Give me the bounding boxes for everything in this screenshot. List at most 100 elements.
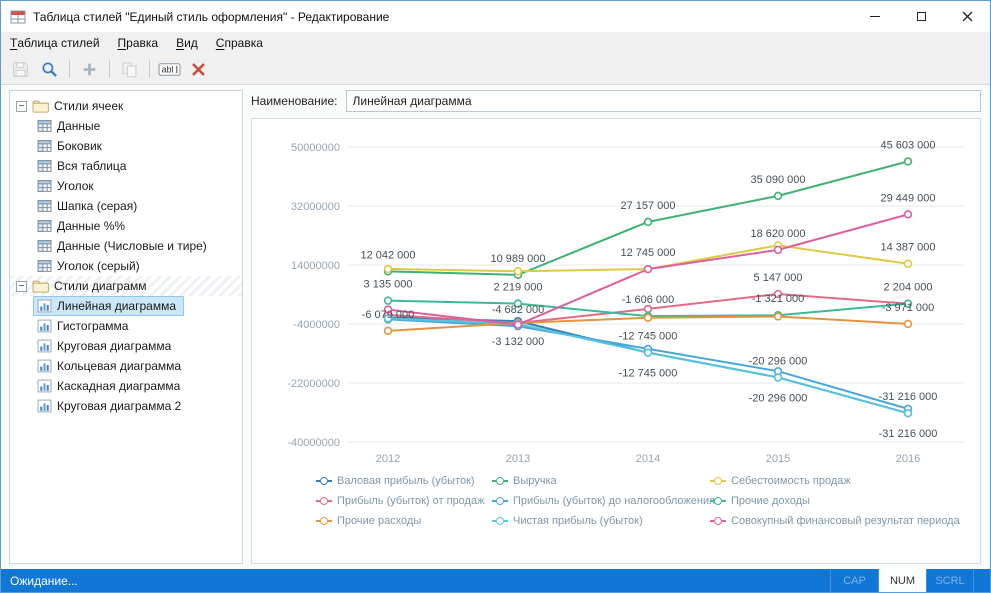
tree-item[interactable]: Линейная диаграмма (10, 296, 242, 316)
tree-item-label: Шапка (серая) (57, 199, 138, 213)
svg-text:-20 296 000: -20 296 000 (749, 355, 808, 367)
tree-item[interactable]: Кольцевая диаграмма (10, 356, 242, 376)
rename-button[interactable]: abl (156, 57, 183, 81)
chart-style-icon (37, 399, 52, 413)
svg-text:27 157 000: 27 157 000 (620, 200, 675, 212)
svg-text:2 219 000: 2 219 000 (494, 282, 543, 294)
tree-group-1[interactable]: − Стили диаграмм (10, 276, 242, 296)
series-marker-icon (316, 517, 332, 525)
tree-item[interactable]: Круговая диаграмма (10, 336, 242, 356)
tree-item[interactable]: Данные (10, 116, 242, 136)
tree-item-label: Гистограмма (57, 319, 129, 333)
tree-item[interactable]: Боковик (10, 136, 242, 156)
minimize-button[interactable] (852, 1, 898, 32)
tree-item-label: Данные %% (57, 219, 126, 233)
save-icon (12, 61, 29, 78)
svg-text:-1 606 000: -1 606 000 (622, 294, 675, 306)
series-marker-icon (710, 477, 726, 485)
close-icon (962, 11, 972, 22)
svg-text:12 745 000: 12 745 000 (620, 247, 675, 259)
folder-icon (32, 99, 49, 114)
tree-item-label: Вся таблица (57, 159, 127, 173)
svg-text:50000000: 50000000 (291, 142, 340, 154)
tree-item[interactable]: Данные (Числовые и тире) (10, 236, 242, 256)
legend-label: Прочие расходы (337, 515, 422, 527)
svg-text:-6 079 000: -6 079 000 (362, 309, 415, 321)
legend-item: Прочие доходы (710, 495, 980, 507)
tree-item[interactable]: Уголок (10, 176, 242, 196)
svg-text:45 603 000: 45 603 000 (880, 139, 935, 151)
cell-style-icon (37, 259, 52, 273)
tree-item[interactable]: Каскадная диаграмма (10, 376, 242, 396)
tree-item-label: Каскадная диаграмма (57, 379, 181, 393)
series-marker-icon (316, 477, 332, 485)
close-button[interactable] (944, 1, 990, 32)
zoom-button[interactable] (36, 57, 63, 81)
legend-label: Прибыль (убыток) от продаж (337, 495, 485, 507)
svg-text:-4 682 000: -4 682 000 (492, 304, 545, 316)
tree-item-label: Кольцевая диаграмма (57, 359, 182, 373)
tree-item-label: Круговая диаграмма 2 (57, 399, 182, 413)
delete-icon (190, 61, 207, 78)
chart-area: 50000000 32000000 14000000 -4000000 -2200000… (251, 118, 981, 564)
tree-item-label: Уголок (57, 179, 94, 193)
chart-style-icon (37, 339, 52, 353)
chart-style-icon (37, 299, 52, 313)
tree-item[interactable]: Гистограмма (10, 316, 242, 336)
svg-text:-1 321 000: -1 321 000 (752, 293, 805, 305)
maximize-button[interactable] (898, 1, 944, 32)
svg-text:2012: 2012 (376, 453, 400, 465)
cell-style-icon (37, 179, 52, 193)
window-title: Таблица стилей "Единый стиль оформления"… (33, 9, 390, 24)
svg-text:-12 745 000: -12 745 000 (619, 368, 678, 380)
legend-label: Валовая прибыль (убыток) (337, 475, 475, 487)
svg-text:5 147 000: 5 147 000 (754, 272, 803, 284)
svg-text:-3 132 000: -3 132 000 (492, 336, 545, 348)
name-input[interactable] (345, 90, 981, 112)
svg-text:14 387 000: 14 387 000 (880, 242, 935, 254)
svg-text:abl: abl (162, 64, 174, 74)
tree-group-0[interactable]: − Стили ячеек (10, 96, 242, 116)
maximize-icon (916, 12, 926, 21)
toolbar-separator (109, 60, 110, 78)
save-button (7, 57, 34, 81)
tree-item[interactable]: Данные %% (10, 216, 242, 236)
tree-item-label: Боковик (57, 139, 102, 153)
client-area: − Стили ячеек Данные Боковик Вся таблица Угол… (1, 85, 990, 569)
svg-text:2015: 2015 (766, 453, 790, 465)
tree-group-label: Стили диаграмм (54, 279, 147, 293)
tree-item[interactable]: Шапка (серая) (10, 196, 242, 216)
svg-text:2 204 000: 2 204 000 (884, 282, 933, 294)
title-bar: Таблица стилей "Единый стиль оформления"… (1, 1, 990, 32)
svg-text:29 449 000: 29 449 000 (880, 192, 935, 204)
collapse-expander-icon[interactable]: − (16, 100, 27, 112)
chart-style-icon (37, 319, 52, 333)
svg-text:-31 216 000: -31 216 000 (879, 391, 938, 403)
collapse-expander-icon[interactable]: − (16, 280, 27, 292)
tree-item[interactable]: Уголок (серый) (10, 256, 242, 276)
status-text: Ожидание... (10, 573, 78, 588)
legend-item: Прибыль (убыток) от продаж (316, 495, 492, 507)
svg-text:10 989 000: 10 989 000 (490, 253, 545, 265)
legend-item: Прочие расходы (316, 515, 492, 527)
keyboard-indicators: CAP NUM SCRL (830, 569, 974, 592)
tree-item[interactable]: Вся таблица (10, 156, 242, 176)
series-marker-icon (710, 517, 726, 525)
svg-text:2013: 2013 (506, 453, 530, 465)
toolbar-separator (69, 60, 70, 78)
legend-label: Совокупный финансовый результат периода (731, 515, 960, 527)
legend-item: Чистая прибыль (убыток) (492, 515, 710, 527)
delete-button[interactable] (185, 57, 212, 81)
chart-legend: Валовая прибыль (убыток) Выручка Себестоим… (252, 475, 980, 527)
indicator-scrl: SCRL (926, 569, 974, 592)
add-button[interactable] (76, 57, 103, 81)
svg-text:-22000000: -22000000 (287, 378, 340, 390)
series-marker-icon (710, 497, 726, 505)
status-bar: Ожидание... CAP NUM SCRL (1, 569, 990, 592)
tree-item[interactable]: Круговая диаграмма 2 (10, 396, 242, 416)
